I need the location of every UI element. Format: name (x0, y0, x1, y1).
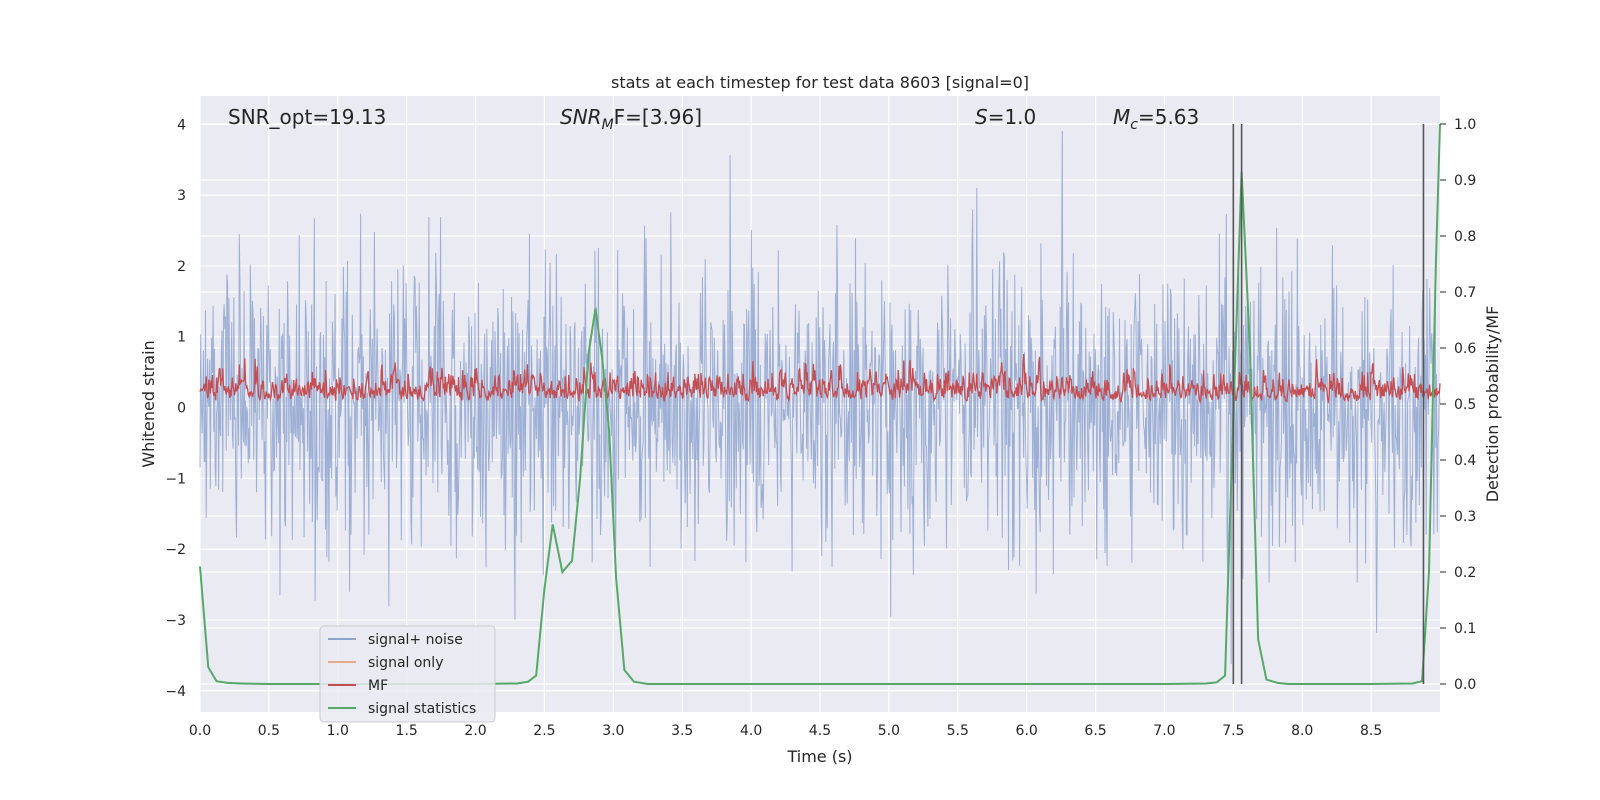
y2-tick-label: 0.9 (1454, 173, 1476, 189)
y2-tick-label: 0.2 (1454, 565, 1476, 581)
x-tick-label: 2.5 (533, 723, 555, 739)
x-tick-label: 4.0 (740, 723, 762, 739)
annotation-mc-rest: =5.63 (1138, 105, 1199, 129)
x-tick-label: 7.5 (1222, 723, 1244, 739)
y2-axis-ticks: 0.0 0.1 0.2 0.3 0.4 0.5 0.6 0.7 0.8 0.9 1.0 (1440, 117, 1476, 693)
y2-tick-label: 0.3 (1454, 509, 1476, 525)
x-tick-label: 1.0 (327, 723, 349, 739)
legend-box (319, 625, 496, 723)
annotation-s: S=1.0 (975, 105, 1036, 129)
legend-label-signal-only: signal only (368, 655, 443, 671)
annotation-mc-sub: c (1130, 117, 1138, 133)
vline-layer (1232, 124, 1425, 684)
legend-label-signal-noise: signal+ noise (368, 632, 463, 648)
legend: signal+ noise signal only MF signal stat… (319, 625, 496, 723)
x-tick-label: 5.5 (947, 723, 969, 739)
annotation-snr-mf-sub: M (602, 117, 614, 133)
x-tick-label: 4.5 (809, 723, 831, 739)
y-tick-label: 1 (177, 330, 186, 346)
x-tick-label: 1.5 (396, 723, 418, 739)
y-tick-label: −2 (165, 542, 186, 558)
chart-title: stats at each timestep for test data 860… (611, 73, 1029, 92)
y-tick-label: 4 (177, 117, 186, 133)
x-tick-label: 8.5 (1360, 723, 1382, 739)
y2-axis-label: Detection probability/MF (1483, 306, 1502, 503)
x-tick-label: 3.5 (671, 723, 693, 739)
y-tick-label: −3 (165, 613, 186, 629)
y2-tick-label: 1.0 (1454, 117, 1476, 133)
x-tick-label: 3.0 (602, 723, 624, 739)
x-axis-ticks: 0.0 0.5 1.0 1.5 2.0 2.5 3.0 3.5 4.0 4.5 5.0 5.5 6.0 6… (189, 723, 1382, 739)
y2-tick-label: 0.8 (1454, 229, 1476, 245)
x-tick-label: 0.0 (189, 723, 211, 739)
annotation-mc: Mc=5.63 (1113, 105, 1199, 133)
x-tick-label: 2.0 (464, 723, 486, 739)
y2-tick-label: 0.5 (1454, 397, 1476, 413)
y-axis-ticks: −4 −3 −2 −1 0 1 2 3 4 (165, 117, 186, 699)
legend-label-signal-statistics: signal statistics (368, 701, 476, 717)
y-axis-label: Whitened strain (139, 340, 158, 467)
y2-tick-label: 0.7 (1454, 285, 1476, 301)
y-tick-label: 3 (177, 188, 186, 204)
y2-tick-label: 0.4 (1454, 453, 1476, 469)
legend-label-mf: MF (368, 678, 388, 694)
y2-tick-label: 0.6 (1454, 341, 1476, 357)
y2-tick-label: 0.1 (1454, 621, 1476, 637)
y-tick-label: −4 (165, 684, 186, 700)
annotation-mc-main: M (1113, 105, 1130, 129)
x-tick-label: 8.0 (1291, 723, 1313, 739)
x-tick-label: 0.5 (258, 723, 280, 739)
x-tick-label: 5.0 (878, 723, 900, 739)
y-tick-label: 2 (177, 259, 186, 275)
annotation-snr-mf-rest: F=[3.96] (614, 105, 702, 129)
y-tick-label: 0 (177, 401, 186, 417)
annotation-snr-opt: SNR_opt=19.13 (228, 105, 386, 129)
annotation-snr-mf: SNRMF=[3.96] (560, 105, 702, 133)
y2-tick-label: 0.0 (1454, 677, 1476, 693)
y-tick-label: −1 (165, 471, 186, 487)
x-tick-label: 6.0 (1016, 723, 1038, 739)
annotation-s-rest: =1.0 (988, 105, 1037, 129)
x-tick-label: 6.5 (1084, 723, 1106, 739)
annotation-snr-mf-main: SNR (560, 105, 602, 129)
annotation-s-main: S (975, 105, 988, 129)
x-tick-label: 7.0 (1153, 723, 1175, 739)
x-axis-label: Time (s) (786, 747, 852, 766)
